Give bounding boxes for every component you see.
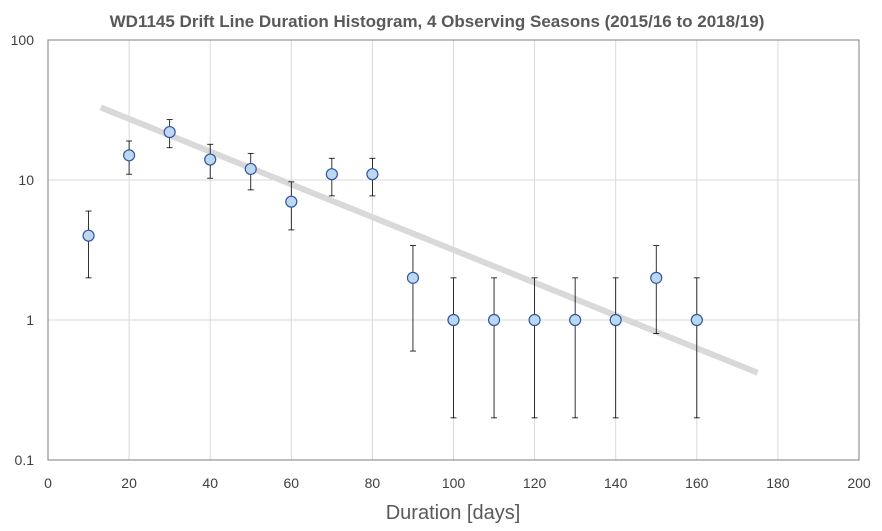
- data-point: [609, 313, 622, 327]
- data-point: [569, 313, 582, 327]
- x-tick-label: 180: [766, 475, 790, 491]
- x-tick-label: 40: [202, 475, 218, 491]
- data-point: [528, 313, 541, 327]
- x-tick-label: 120: [523, 475, 547, 491]
- x-axis-label: Duration [days]: [386, 502, 521, 524]
- trendline: [99, 104, 759, 376]
- data-point: [366, 168, 379, 181]
- data-points: [82, 125, 703, 327]
- x-tick-label: 20: [121, 475, 137, 491]
- y-tick-label: 10: [18, 172, 34, 188]
- data-point: [650, 271, 663, 284]
- y-tick-label: 1: [26, 312, 34, 328]
- error-bars: [85, 119, 700, 419]
- x-tick-label: 200: [847, 475, 871, 491]
- data-point: [487, 313, 501, 327]
- x-tick-label: 80: [365, 475, 381, 491]
- data-point: [163, 125, 176, 139]
- data-point: [82, 229, 95, 242]
- plot-area-border: [47, 39, 860, 461]
- chart-title: WD1145 Drift Line Duration Histogram, 4 …: [110, 12, 765, 31]
- data-point: [406, 271, 420, 284]
- x-tick-label: 160: [685, 475, 709, 491]
- y-tick-label: 100: [11, 32, 35, 48]
- data-point: [325, 168, 338, 181]
- y-tick-labels: 0.1 1 10 100: [11, 32, 35, 468]
- y-tick-label: 0.1: [15, 452, 35, 468]
- data-point: [447, 313, 460, 327]
- x-tick-label: 60: [284, 475, 300, 491]
- x-tick-label: 100: [442, 475, 466, 491]
- data-point: [285, 195, 298, 208]
- data-point: [204, 153, 217, 166]
- x-tick-labels: 0 20 40 60 80 100 120 140 160 180 200: [44, 475, 871, 491]
- x-tick-label: 140: [604, 475, 628, 491]
- data-point: [690, 313, 703, 327]
- data-point: [244, 162, 257, 176]
- data-point: [123, 149, 136, 162]
- x-tick-label: 0: [44, 475, 52, 491]
